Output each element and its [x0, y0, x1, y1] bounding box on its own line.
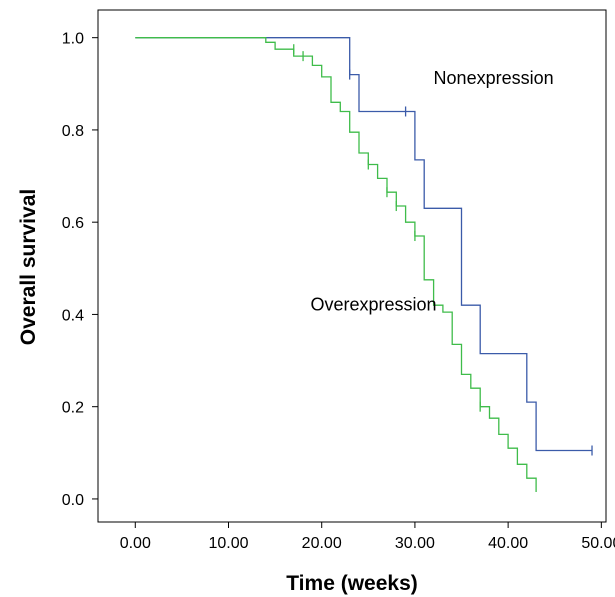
y-tick-label: 1.0 [62, 31, 84, 48]
x-tick-label: 0.00 [120, 535, 151, 552]
series-line-nonexpression [135, 37, 592, 452]
plot-frame [97, 9, 607, 523]
x-tick-label: 50.00 [581, 535, 615, 552]
series-label-nonexpression: Nonexpression [434, 68, 554, 88]
y-tick-label: 0.4 [62, 307, 84, 324]
y-axis: 0.0 0.2 0.4 0.6 0.8 1.0 [62, 31, 98, 509]
x-tick-label: 20.00 [302, 535, 342, 552]
y-tick-label: 0.8 [62, 123, 84, 140]
y-axis-title: Overall survival [17, 189, 40, 345]
x-axis-title: Time (weeks) [286, 572, 418, 595]
x-tick-label: 40.00 [488, 535, 528, 552]
series-label-overexpression: Overexpression [311, 295, 437, 315]
y-tick-label: 0.6 [62, 215, 84, 232]
x-tick-label: 10.00 [208, 535, 248, 552]
series-layer: Nonexpression Overexpression [135, 37, 593, 492]
series-line-overexpression [135, 37, 537, 492]
y-tick-label: 0.0 [62, 492, 84, 509]
y-tick-label: 0.2 [62, 400, 84, 417]
x-axis: 0.00 10.00 20.00 30.00 40.00 50.00 [120, 522, 615, 552]
x-tick-label: 30.00 [395, 535, 435, 552]
